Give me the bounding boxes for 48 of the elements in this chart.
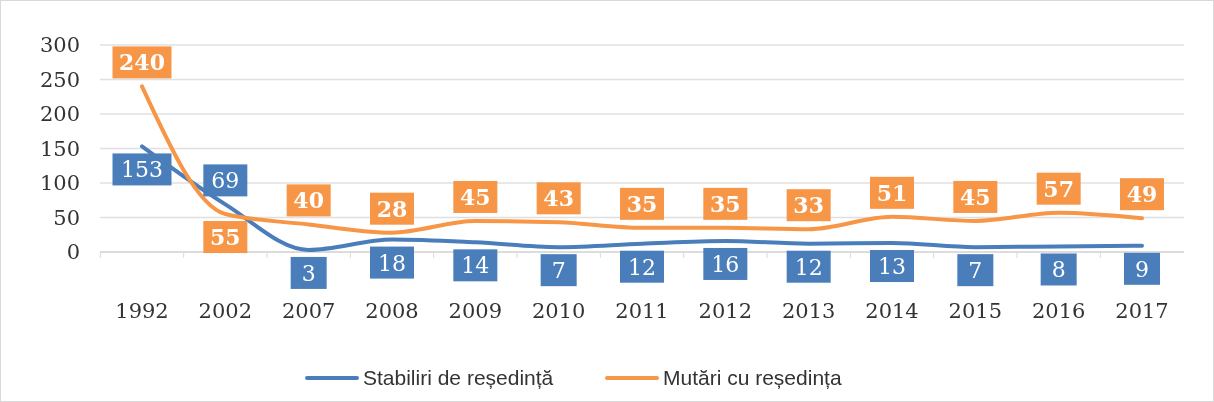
x-tick-label: 1992 (115, 299, 169, 323)
data-label: 16 (711, 251, 740, 277)
x-tick-label: 2002 (198, 299, 253, 323)
data-label: 7 (968, 258, 983, 284)
data-label: 7 (551, 258, 566, 284)
legend-label: Mutări cu reședința (663, 366, 842, 390)
x-tick-label: 2012 (698, 299, 753, 323)
data-label: 40 (293, 187, 324, 214)
data-label: 13 (878, 254, 906, 280)
data-label: 12 (794, 254, 823, 280)
data-label: 69 (211, 168, 240, 194)
legend-label: Stabiliri de reședință (363, 366, 554, 390)
y-tick-label: 200 (39, 102, 80, 127)
data-label: 55 (210, 224, 241, 251)
data-label: 28 (376, 195, 408, 222)
x-tick-label: 2011 (615, 299, 669, 323)
data-label: 9 (1135, 256, 1149, 282)
x-tick-label: 2009 (448, 299, 503, 323)
data-label: 240 (119, 49, 165, 76)
x-tick-label: 2016 (1031, 299, 1086, 323)
data-label: 14 (461, 253, 490, 279)
y-tick-label: 50 (53, 205, 80, 230)
data-label: 45 (460, 183, 491, 210)
x-tick-label: 2017 (1115, 299, 1169, 323)
x-tick-label: 2007 (281, 299, 336, 323)
y-tick-label: 150 (39, 136, 80, 161)
x-tick-label: 2010 (531, 299, 586, 323)
data-label: 57 (1043, 175, 1074, 202)
x-tick-label: 2014 (865, 299, 919, 323)
data-label: 18 (378, 250, 406, 276)
data-label: 3 (301, 260, 316, 286)
data-label: 51 (876, 179, 908, 206)
x-tick-label: 2015 (948, 299, 1003, 323)
y-tick-label: 0 (66, 240, 80, 265)
data-label: 12 (628, 254, 656, 280)
data-label: 35 (626, 190, 658, 217)
y-tick-label: 250 (39, 67, 80, 92)
x-tick-label: 2008 (365, 299, 419, 323)
data-label: 33 (793, 192, 824, 219)
x-tick-label: 2013 (781, 299, 836, 323)
data-label: 45 (960, 183, 991, 210)
data-label: 8 (1051, 257, 1066, 283)
data-label: 35 (710, 190, 741, 217)
y-tick-label: 100 (39, 171, 80, 196)
data-label: 43 (543, 185, 574, 212)
data-label: 49 (1126, 181, 1158, 208)
y-tick-label: 300 (39, 33, 80, 58)
data-label: 153 (121, 157, 163, 183)
